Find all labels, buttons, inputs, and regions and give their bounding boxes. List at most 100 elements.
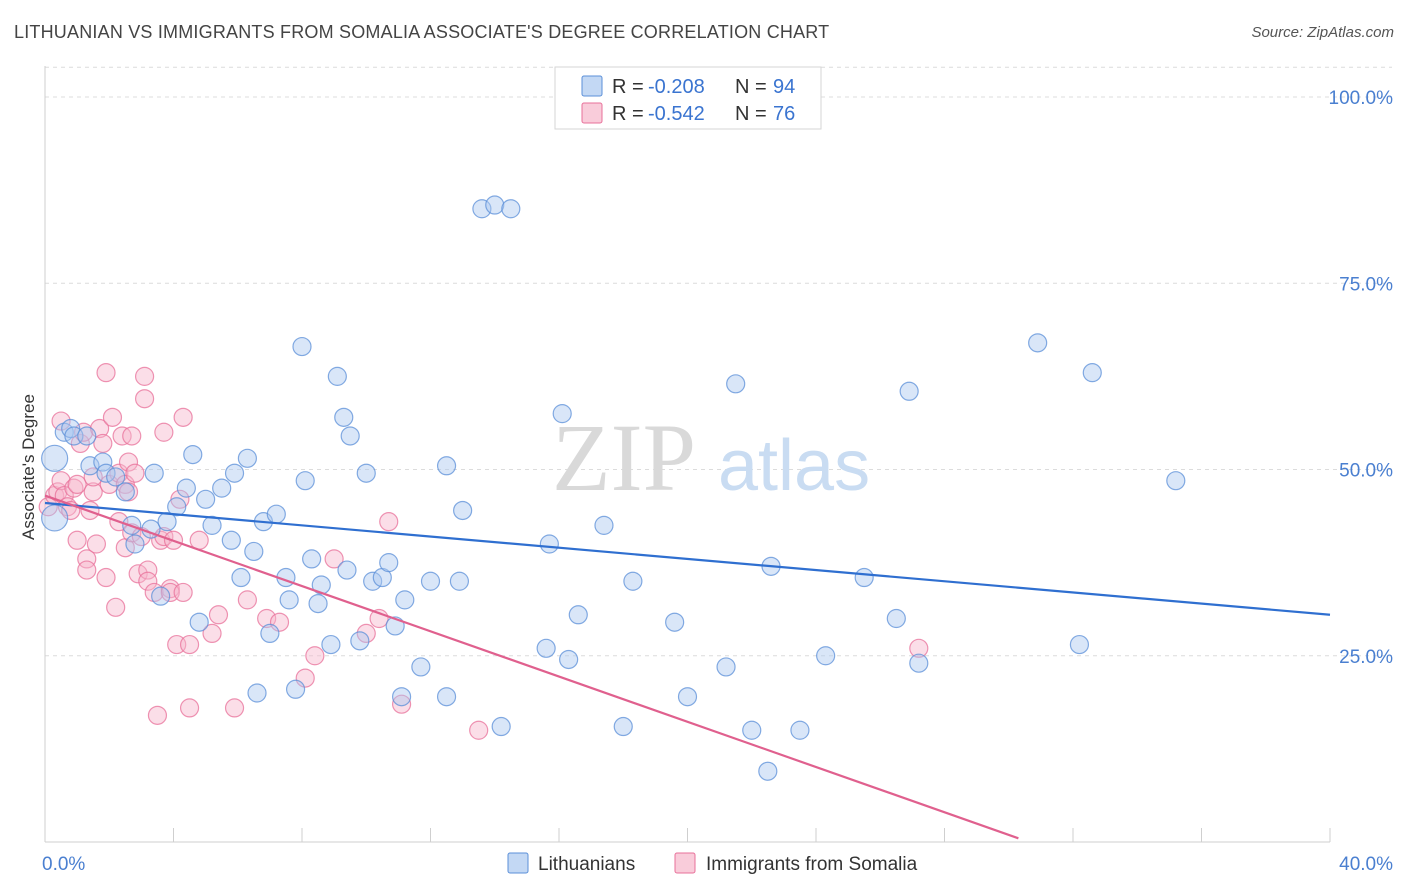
- point-somalia: [134, 389, 155, 409]
- point-somalia: [67, 474, 87, 494]
- point-somalia: [77, 560, 97, 580]
- trend-lines: [44, 494, 1331, 840]
- point-somalia: [237, 590, 257, 610]
- point-somalia: [96, 363, 116, 383]
- point-somalia: [86, 534, 107, 554]
- point-lithuanian: [790, 720, 810, 740]
- x-tick-label-min: 0.0%: [42, 854, 85, 875]
- point-lithuanian: [125, 534, 145, 554]
- point-lithuanian: [212, 478, 232, 498]
- point-lithuanian: [247, 683, 267, 703]
- point-lithuanian: [321, 634, 341, 655]
- point-lithuanian: [552, 404, 572, 424]
- bottom-legend-swatch-somalia: [674, 852, 696, 874]
- point-lithuanian: [41, 504, 69, 532]
- point-lithuanian: [559, 649, 579, 670]
- legend-r-value-lithuanians: -0.208: [648, 76, 705, 98]
- point-lithuanian: [231, 567, 251, 588]
- point-lithuanian: [536, 638, 556, 658]
- point-lithuanian: [224, 463, 245, 483]
- point-lithuanian: [665, 612, 685, 632]
- watermark-atlas: atlas: [718, 426, 870, 506]
- point-lithuanian: [472, 199, 492, 219]
- point-lithuanian: [167, 497, 187, 517]
- point-lithuanian: [899, 381, 919, 401]
- point-somalia: [83, 467, 103, 487]
- point-lithuanian: [436, 456, 457, 476]
- point-somalia: [356, 623, 376, 644]
- point-somalia: [147, 705, 168, 725]
- point-lithuanian: [196, 489, 216, 509]
- point-somalia: [173, 582, 193, 603]
- point-lithuanian: [151, 586, 171, 606]
- point-lithuanian: [340, 426, 360, 446]
- point-lithuanian: [395, 590, 415, 610]
- point-lithuanian: [144, 463, 164, 483]
- point-somalia: [67, 530, 87, 550]
- point-somalia: [208, 605, 229, 625]
- point-lithuanian: [539, 534, 559, 554]
- legend-r-label-lithuanians: R =: [612, 76, 644, 98]
- point-lithuanian: [1082, 363, 1102, 383]
- point-somalia: [134, 366, 155, 386]
- y-tick-label: 25.0%: [1339, 647, 1393, 668]
- point-somalia: [112, 426, 132, 446]
- point-lithuanian: [411, 657, 431, 677]
- point-lithuanian: [308, 593, 328, 614]
- x-tick-labels: 0.0% 40.0%: [42, 854, 1393, 875]
- point-lithuanian: [363, 571, 383, 591]
- point-lithuanian: [244, 541, 264, 562]
- point-lithuanian: [613, 716, 633, 737]
- point-somalia: [70, 433, 90, 454]
- point-somalia: [324, 549, 344, 569]
- point-lithuanian: [1069, 634, 1090, 655]
- point-somalia: [179, 698, 200, 718]
- point-lithuanian: [420, 571, 441, 591]
- point-lithuanian: [726, 374, 746, 394]
- point-lithuanian: [96, 463, 116, 483]
- point-lithuanian: [292, 336, 312, 357]
- point-somalia: [257, 608, 277, 629]
- point-lithuanian: [742, 720, 762, 740]
- point-somalia: [173, 407, 193, 427]
- point-lithuanian: [183, 445, 203, 465]
- watermark: ZIP atlas: [552, 404, 870, 511]
- point-somalia: [138, 560, 158, 580]
- data-points: [38, 195, 1186, 781]
- point-lithuanian: [453, 500, 473, 521]
- legend-swatch-somalia: [581, 102, 603, 124]
- point-lithuanian: [106, 467, 126, 487]
- point-somalia: [51, 411, 71, 431]
- point-lithuanian: [350, 631, 370, 651]
- point-lithuanian: [379, 553, 399, 573]
- point-lithuanian: [677, 687, 698, 707]
- point-lithuanian: [221, 530, 241, 550]
- point-lithuanian: [202, 515, 222, 535]
- trend-line-somalia: [44, 494, 1019, 840]
- top-legend: R = -0.208 N = 94 R = -0.542 N = 76: [554, 66, 822, 130]
- chart-source: Source: ZipAtlas.com: [1251, 24, 1394, 41]
- y-axis-label: Associate's Degree: [19, 394, 38, 540]
- point-somalia: [379, 512, 399, 532]
- point-somalia: [106, 597, 126, 617]
- bottom-legend-label-somalia: Immigrants from Somalia: [706, 854, 918, 875]
- point-lithuanian: [176, 478, 196, 498]
- point-lithuanian: [816, 646, 836, 666]
- point-lithuanian: [1028, 333, 1048, 353]
- point-lithuanian: [356, 463, 376, 483]
- point-somalia: [102, 407, 123, 427]
- point-lithuanian: [501, 199, 521, 219]
- point-lithuanian: [41, 444, 69, 472]
- point-somalia: [909, 638, 929, 658]
- point-lithuanian: [80, 456, 100, 476]
- chart-title: LITHUANIAN VS IMMIGRANTS FROM SOMALIA AS…: [14, 22, 830, 42]
- point-somalia: [93, 433, 113, 454]
- legend-n-value-somalia: 76: [773, 103, 795, 125]
- x-tick-label-max: 40.0%: [1339, 854, 1393, 875]
- trend-line-lithuanians: [44, 501, 1331, 616]
- point-lithuanian: [391, 687, 412, 707]
- point-lithuanian: [266, 504, 286, 524]
- legend-n-value-lithuanians: 94: [773, 76, 795, 98]
- point-somalia: [83, 482, 103, 502]
